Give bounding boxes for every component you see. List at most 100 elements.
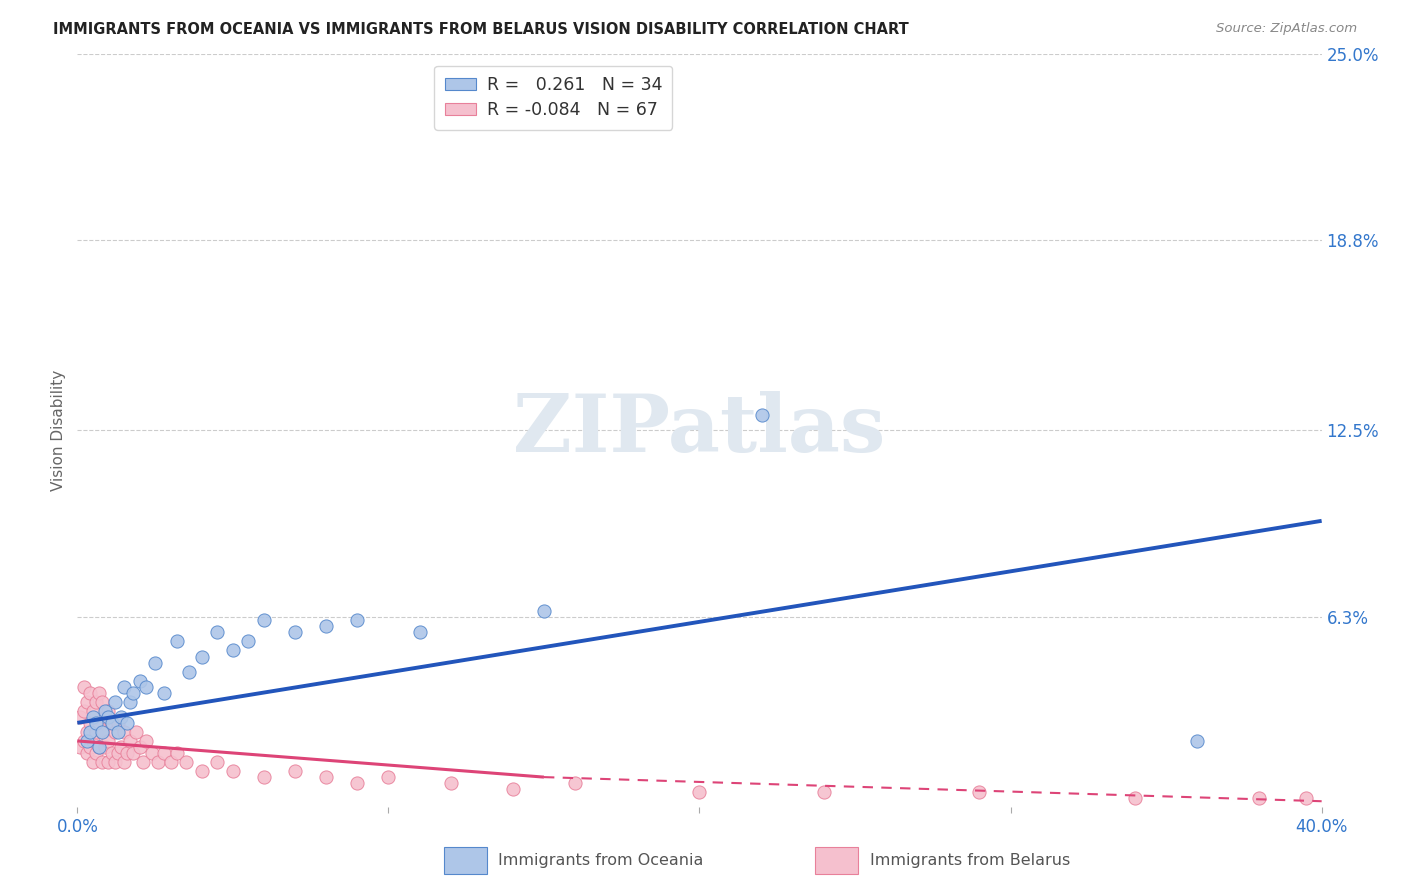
Point — [79, 739, 101, 754]
Point — [135, 734, 157, 748]
Point — [153, 746, 176, 760]
Point — [315, 619, 337, 633]
Point — [128, 739, 150, 754]
Point — [104, 695, 127, 709]
Point — [346, 613, 368, 627]
Point — [377, 770, 399, 784]
Point — [107, 724, 129, 739]
Point — [107, 715, 129, 730]
Point — [91, 695, 114, 709]
Point — [238, 634, 260, 648]
Point — [112, 755, 135, 769]
Point — [97, 755, 120, 769]
Point — [76, 746, 98, 760]
Point — [153, 686, 176, 700]
Point — [112, 680, 135, 694]
Point — [84, 695, 107, 709]
Point — [122, 686, 145, 700]
Point — [100, 746, 122, 760]
Point — [94, 739, 117, 754]
Point — [87, 686, 110, 700]
Point — [253, 613, 276, 627]
Point — [533, 604, 555, 618]
Point — [110, 710, 132, 724]
Point — [502, 782, 524, 797]
Text: Immigrants from Oceania: Immigrants from Oceania — [499, 854, 704, 868]
Point — [84, 746, 107, 760]
Point — [222, 764, 245, 778]
Point — [115, 715, 138, 730]
Point — [91, 724, 114, 739]
Point — [751, 409, 773, 423]
Point — [207, 755, 229, 769]
Point — [408, 625, 430, 640]
Point — [97, 704, 120, 718]
Point — [191, 764, 214, 778]
Point — [120, 734, 142, 748]
Point — [346, 776, 368, 790]
Point — [76, 695, 98, 709]
Point — [148, 755, 170, 769]
Point — [97, 710, 120, 724]
Point — [1249, 791, 1271, 805]
Point — [79, 686, 101, 700]
Point — [76, 724, 98, 739]
Point — [284, 764, 307, 778]
Point — [222, 643, 245, 657]
Point — [166, 746, 188, 760]
Point — [141, 746, 163, 760]
Point — [97, 734, 120, 748]
Point — [125, 724, 148, 739]
Point — [100, 715, 122, 730]
Text: Immigrants from Belarus: Immigrants from Belarus — [869, 854, 1070, 868]
Point — [284, 625, 307, 640]
Point — [179, 665, 201, 679]
Point — [120, 695, 142, 709]
Point — [440, 776, 463, 790]
Point — [100, 715, 122, 730]
Point — [813, 785, 835, 799]
Point — [115, 746, 138, 760]
Point — [128, 673, 150, 688]
Point — [107, 746, 129, 760]
Point — [104, 755, 127, 769]
Point — [79, 724, 101, 739]
Point — [94, 704, 117, 718]
Point — [72, 734, 94, 748]
Point — [253, 770, 276, 784]
Point — [1295, 791, 1317, 805]
Point — [91, 724, 114, 739]
Point — [87, 739, 110, 754]
Point — [72, 704, 94, 718]
Text: ZIPatlas: ZIPatlas — [513, 392, 886, 469]
Point — [112, 724, 135, 739]
Point — [1187, 734, 1209, 748]
Point — [207, 625, 229, 640]
Point — [110, 739, 132, 754]
Point — [76, 734, 98, 748]
Text: IMMIGRANTS FROM OCEANIA VS IMMIGRANTS FROM BELARUS VISION DISABILITY CORRELATION: IMMIGRANTS FROM OCEANIA VS IMMIGRANTS FR… — [53, 22, 910, 37]
Point — [1123, 791, 1146, 805]
Point — [104, 724, 127, 739]
Point — [87, 739, 110, 754]
Point — [69, 710, 91, 724]
Point — [82, 704, 104, 718]
Y-axis label: Vision Disability: Vision Disability — [51, 370, 66, 491]
Text: Source: ZipAtlas.com: Source: ZipAtlas.com — [1216, 22, 1357, 36]
Point — [72, 680, 94, 694]
Point — [174, 755, 197, 769]
Point — [82, 710, 104, 724]
Point — [94, 710, 117, 724]
Point — [84, 715, 107, 730]
FancyBboxPatch shape — [815, 847, 858, 874]
Point — [315, 770, 337, 784]
Point — [82, 734, 104, 748]
Point — [564, 776, 586, 790]
Point — [87, 715, 110, 730]
Point — [91, 755, 114, 769]
Point — [143, 656, 166, 670]
Point — [159, 755, 181, 769]
Point — [122, 746, 145, 760]
FancyBboxPatch shape — [444, 847, 486, 874]
Point — [166, 634, 188, 648]
